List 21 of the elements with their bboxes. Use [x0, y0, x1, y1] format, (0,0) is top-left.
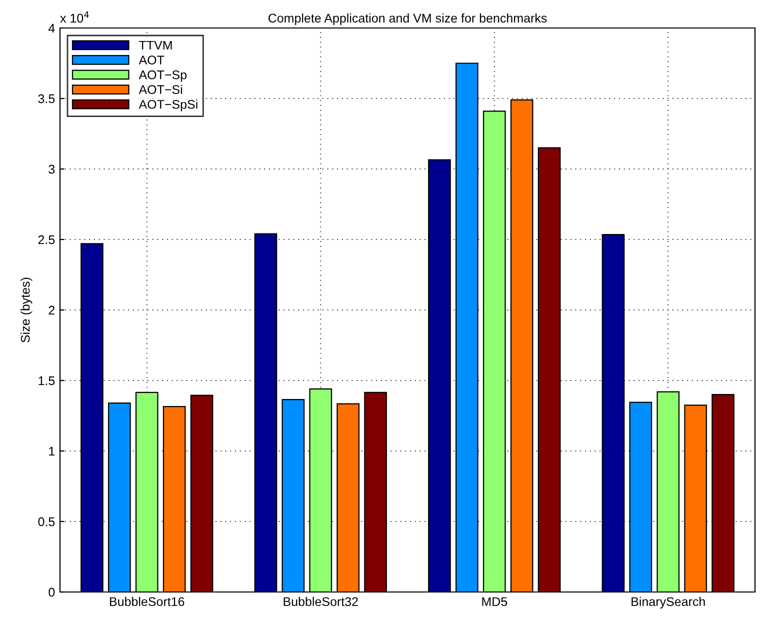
legend-label: AOT−Si: [138, 84, 182, 94]
y-tick-label: 1: [49, 446, 55, 456]
y-tick-label: 2: [48, 306, 55, 315]
legend-label: TTVM: [139, 40, 172, 50]
y-tick-label: 0.5: [38, 517, 55, 526]
y-tick-label: 2.5: [38, 235, 55, 244]
y-tick-label: 4: [48, 24, 55, 33]
y-tick-label: 1.5: [38, 376, 55, 386]
legend-label: AOT: [138, 56, 164, 64]
legend-label: AOT−SpSi: [138, 100, 198, 112]
text: x 10$^{4}$: [60, 11, 89, 23]
legend-label: AOT−Sp: [138, 70, 187, 82]
x-tick-label: BubbleSort32: [284, 596, 358, 606]
x-tick-label: BubbleSort16: [110, 596, 184, 606]
y-tick-label: 0: [48, 588, 55, 597]
y-tick-label: 3: [48, 164, 55, 174]
chart-title: Complete Application and VM size for benchmarks: [268, 13, 547, 26]
x-tick-label: BinarySearch: [632, 596, 705, 609]
y-tick-label: 3.5: [38, 94, 55, 104]
x-tick-label: MD5: [482, 597, 508, 606]
y-axis-title: Size (bytes): [20, 278, 32, 342]
